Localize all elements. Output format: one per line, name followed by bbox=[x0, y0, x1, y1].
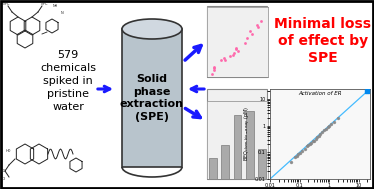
Point bbox=[306, 143, 312, 146]
Point bbox=[326, 125, 332, 128]
Point bbox=[295, 153, 301, 156]
Point bbox=[211, 67, 217, 70]
Text: Solid
phase
extraction
(SPE): Solid phase extraction (SPE) bbox=[120, 74, 184, 122]
Text: NH: NH bbox=[52, 4, 58, 8]
Text: 579
chemicals
spiked in
pristine
water: 579 chemicals spiked in pristine water bbox=[40, 50, 96, 112]
Point bbox=[211, 68, 217, 71]
Point bbox=[322, 129, 328, 132]
Point bbox=[331, 120, 337, 123]
Text: O: O bbox=[1, 177, 4, 181]
Point bbox=[230, 53, 236, 56]
Point bbox=[249, 33, 255, 36]
Text: =O: =O bbox=[0, 169, 6, 173]
Point bbox=[288, 160, 294, 163]
Bar bbox=[221, 145, 229, 179]
Point bbox=[294, 154, 300, 157]
Point bbox=[242, 42, 248, 45]
Point bbox=[307, 142, 313, 145]
Point bbox=[292, 156, 298, 159]
Text: HO: HO bbox=[5, 149, 11, 153]
Point bbox=[258, 20, 264, 23]
Point bbox=[335, 117, 341, 120]
Text: N: N bbox=[61, 11, 63, 15]
Point bbox=[313, 137, 319, 140]
Point bbox=[297, 151, 303, 154]
Point bbox=[317, 133, 323, 136]
Point bbox=[364, 90, 370, 93]
Point bbox=[247, 29, 253, 32]
Point bbox=[302, 147, 308, 150]
Point bbox=[299, 150, 305, 153]
Point bbox=[233, 47, 239, 50]
Bar bbox=[246, 111, 254, 179]
Point bbox=[319, 131, 325, 134]
Bar bbox=[258, 149, 266, 179]
Point bbox=[328, 123, 334, 126]
Point bbox=[308, 141, 314, 144]
Point bbox=[323, 127, 329, 130]
Text: Activation of ER: Activation of ER bbox=[298, 91, 342, 96]
Text: Effect
recovery: Effect recovery bbox=[212, 15, 261, 37]
Point bbox=[245, 36, 251, 39]
Text: Minimal loss
of effect by
SPE: Minimal loss of effect by SPE bbox=[275, 17, 371, 65]
Point bbox=[209, 73, 215, 76]
Text: Chemical
recovery: Chemical recovery bbox=[211, 128, 263, 150]
Bar bbox=[207, 6, 267, 77]
Point bbox=[222, 59, 228, 62]
Y-axis label: BEQ$_{chem,bio-assay}$ (pM): BEQ$_{chem,bio-assay}$ (pM) bbox=[243, 106, 253, 161]
Point bbox=[325, 126, 331, 129]
Text: NH$_2$: NH$_2$ bbox=[2, 0, 10, 8]
Bar bbox=[207, 89, 267, 179]
Point bbox=[310, 140, 316, 143]
Point bbox=[235, 49, 241, 52]
Point bbox=[221, 57, 227, 60]
Bar bbox=[233, 115, 242, 179]
Point bbox=[233, 48, 239, 51]
Point bbox=[314, 136, 320, 139]
Point bbox=[230, 52, 236, 55]
Bar bbox=[209, 158, 217, 179]
Ellipse shape bbox=[122, 19, 182, 39]
Point bbox=[311, 139, 317, 142]
Bar bbox=[122, 29, 182, 167]
Point bbox=[227, 54, 233, 57]
Point bbox=[316, 134, 322, 137]
Point bbox=[211, 65, 217, 68]
Text: NH$_2$: NH$_2$ bbox=[40, 0, 48, 8]
Point bbox=[255, 26, 261, 29]
Point bbox=[218, 58, 224, 61]
Point bbox=[254, 24, 260, 27]
Point bbox=[304, 145, 310, 148]
